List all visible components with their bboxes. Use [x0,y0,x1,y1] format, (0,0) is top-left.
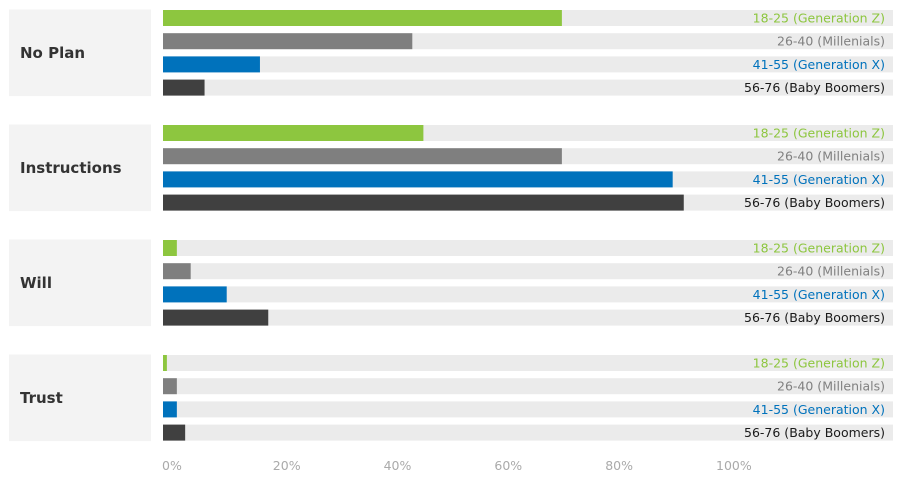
bar [163,171,673,188]
bar [163,79,205,96]
bar [163,125,424,141]
bar [163,263,191,280]
bar [163,378,177,395]
series-label: 26-40 (Millenials) [777,34,885,49]
bar [163,355,167,371]
bar-track [163,355,893,371]
series-label: 18-25 (Generation Z) [753,241,885,256]
bar-track [163,56,893,73]
series-label: 56-76 (Baby Boomers) [744,310,885,325]
bar [163,240,177,256]
bar [163,309,269,326]
bar-track [163,424,893,441]
category-panel [9,354,151,442]
bar-track [163,309,893,326]
bar-track [163,263,893,280]
bar-track [163,378,893,395]
category-label: Trust [20,389,63,407]
bar-track [163,286,893,303]
series-label: 41-55 (Generation X) [753,287,885,302]
series-label: 56-76 (Baby Boomers) [744,425,885,440]
series-label: 18-25 (Generation Z) [753,11,885,26]
series-label: 26-40 (Millenials) [777,379,885,394]
series-label: 41-55 (Generation X) [753,402,885,417]
x-tick-label: 80% [605,458,633,473]
series-label: 18-25 (Generation Z) [753,356,885,371]
x-tick-label: 100% [716,458,752,473]
bar-track [163,240,893,256]
bar-track [163,401,893,418]
series-label: 18-25 (Generation Z) [753,126,885,141]
bar [163,33,413,50]
bar [163,286,227,303]
bar [163,10,562,26]
x-tick-label: 60% [494,458,522,473]
series-label: 41-55 (Generation X) [753,57,885,72]
series-label: 26-40 (Millenials) [777,264,885,279]
bar [163,401,177,418]
category-panel [9,124,151,212]
category-label: No Plan [20,44,85,62]
x-tick-label: 20% [273,458,301,473]
x-tick-label: 40% [384,458,412,473]
x-tick-label: 0% [162,458,182,473]
category-label: Instructions [20,159,122,177]
bar [163,194,684,211]
category-panel [9,239,151,327]
bar [163,148,562,165]
series-label: 41-55 (Generation X) [753,172,885,187]
series-label: 56-76 (Baby Boomers) [744,80,885,95]
bar [163,56,260,73]
series-label: 26-40 (Millenials) [777,149,885,164]
series-label: 56-76 (Baby Boomers) [744,195,885,210]
category-label: Will [20,274,52,292]
bar-track [163,79,893,96]
category-panel [9,9,151,97]
bar [163,424,186,441]
